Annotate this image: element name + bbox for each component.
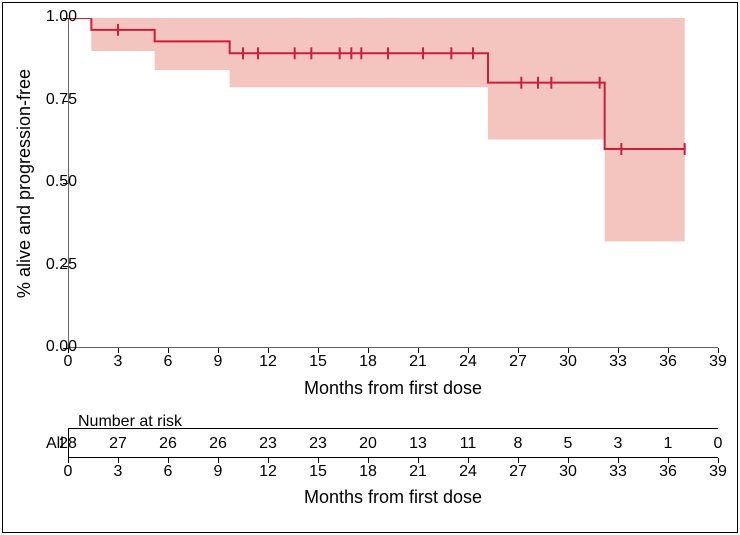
number-at-risk-cell: 27: [98, 435, 138, 453]
x-tick-mark-nar: [718, 458, 719, 463]
x-tick-label-main: 39: [704, 353, 732, 371]
number-at-risk-cell: 1: [648, 435, 688, 453]
x-tick-label-main: 15: [304, 353, 332, 371]
x-tick-label-main: 30: [554, 353, 582, 371]
x-tick-label-main: 3: [104, 353, 132, 371]
x-tick-mark-nar: [268, 458, 269, 463]
x-tick-label-nar: 9: [204, 463, 232, 481]
x-tick-mark-nar: [368, 458, 369, 463]
x-tick-mark-main: [118, 348, 119, 353]
x-tick-mark-main: [218, 348, 219, 353]
y-tick-mark: [63, 183, 68, 184]
x-tick-label-nar: 39: [704, 463, 732, 481]
y-tick-mark: [63, 266, 68, 267]
y-tick-mark: [63, 101, 68, 102]
x-tick-mark-main: [418, 348, 419, 353]
x-tick-mark-main: [618, 348, 619, 353]
x-tick-mark-main: [668, 348, 669, 353]
figure-frame: % alive and progression-free Months from…: [2, 2, 738, 533]
x-tick-label-nar: 30: [554, 463, 582, 481]
x-tick-label-nar: 21: [404, 463, 432, 481]
x-tick-label-nar: 36: [654, 463, 682, 481]
x-axis-label-nar: Months from first dose: [68, 487, 718, 508]
y-axis-label-text: % alive and progression-free: [15, 68, 36, 297]
x-tick-mark-main: [718, 348, 719, 353]
x-tick-mark-main: [568, 348, 569, 353]
x-tick-label-nar: 15: [304, 463, 332, 481]
x-tick-label-nar: 0: [54, 463, 82, 481]
x-tick-label-main: 18: [354, 353, 382, 371]
x-tick-label-main: 21: [404, 353, 432, 371]
number-at-risk-cell: 26: [198, 435, 238, 453]
x-tick-label-main: 36: [654, 353, 682, 371]
y-tick-label: 0.75: [37, 91, 77, 109]
number-at-risk-cell: 23: [248, 435, 288, 453]
x-tick-label-nar: 33: [604, 463, 632, 481]
number-at-risk-cell: 20: [348, 435, 388, 453]
x-tick-label-main: 24: [454, 353, 482, 371]
x-tick-label-main: 6: [154, 353, 182, 371]
x-tick-mark-nar: [68, 458, 69, 463]
x-tick-mark-main: [318, 348, 319, 353]
km-plot-svg: [68, 18, 718, 348]
x-tick-label-nar: 6: [154, 463, 182, 481]
number-at-risk-cell: 13: [398, 435, 438, 453]
y-axis-label: % alive and progression-free: [15, 3, 35, 363]
x-tick-mark-main: [518, 348, 519, 353]
x-tick-mark-nar: [668, 458, 669, 463]
x-tick-mark-nar: [418, 458, 419, 463]
x-tick-mark-main: [368, 348, 369, 353]
x-tick-mark-nar: [618, 458, 619, 463]
x-tick-label-nar: 12: [254, 463, 282, 481]
x-tick-mark-main: [268, 348, 269, 353]
x-tick-label-main: 0: [54, 353, 82, 371]
y-tick-label: 0.50: [37, 173, 77, 191]
x-tick-mark-nar: [318, 458, 319, 463]
x-tick-label-main: 12: [254, 353, 282, 371]
x-tick-label-main: 27: [504, 353, 532, 371]
y-tick-label: 1.00: [37, 8, 77, 26]
number-at-risk-cell: 0: [698, 435, 738, 453]
number-at-risk-cell: 23: [298, 435, 338, 453]
x-tick-mark-main: [68, 348, 69, 353]
y-tick-mark: [63, 18, 68, 19]
x-tick-mark-nar: [168, 458, 169, 463]
x-tick-label-nar: 18: [354, 463, 382, 481]
x-tick-mark-main: [168, 348, 169, 353]
number-at-risk-cell: 5: [548, 435, 588, 453]
x-tick-label-main: 33: [604, 353, 632, 371]
confidence-interval-band: [68, 18, 685, 241]
x-tick-label-main: 9: [204, 353, 232, 371]
x-tick-label-nar: 27: [504, 463, 532, 481]
x-tick-label-nar: 24: [454, 463, 482, 481]
y-tick-label: 0.25: [37, 256, 77, 274]
x-tick-mark-nar: [468, 458, 469, 463]
number-at-risk-cell: 3: [598, 435, 638, 453]
number-at-risk-cell: 8: [498, 435, 538, 453]
x-tick-mark-nar: [118, 458, 119, 463]
number-at-risk-cell: 11: [448, 435, 488, 453]
x-tick-mark-nar: [568, 458, 569, 463]
plot-area: [68, 18, 718, 348]
number-at-risk-cell: 28: [48, 435, 88, 453]
x-tick-label-nar: 3: [104, 463, 132, 481]
number-at-risk-cell: 26: [148, 435, 188, 453]
x-tick-mark-main: [468, 348, 469, 353]
x-axis-label-main: Months from first dose: [68, 378, 718, 399]
x-tick-mark-nar: [218, 458, 219, 463]
x-tick-mark-nar: [518, 458, 519, 463]
